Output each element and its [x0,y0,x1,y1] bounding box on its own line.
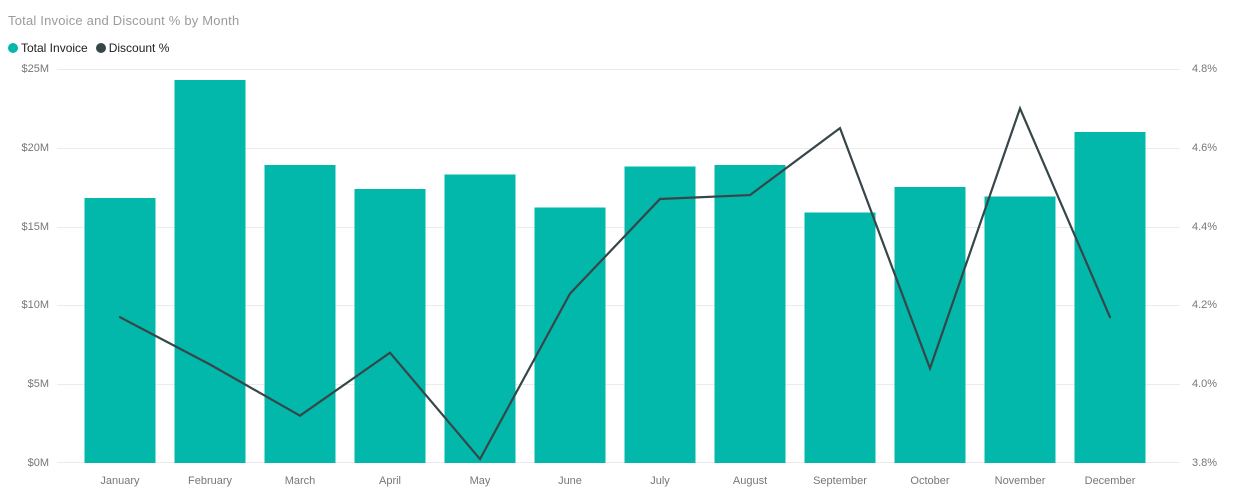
legend-dot-icon [8,42,18,53]
line-discount-pct[interactable] [118,105,1112,462]
bar-august[interactable] [714,165,786,463]
x-tick-october: October [910,475,950,487]
y-right-tick: 4.2% [1192,299,1218,311]
x-tick-july: July [650,475,670,487]
x-tick-january: January [100,475,140,487]
legend-item-discount-pct[interactable]: Discount % [95,40,170,55]
y-right-tick: 4.6% [1192,142,1218,154]
x-tick-march: March [284,475,316,487]
x-tick-november: November [994,475,1046,487]
y-left-tick: $20M [21,142,49,154]
y-left-tick: $25M [21,63,49,75]
bar-july[interactable] [624,166,696,463]
x-tick-september: September [813,475,867,487]
y-left-tick: $0M [27,457,49,469]
bar-june[interactable] [534,207,606,463]
x-tick-august: August [732,475,768,487]
x-tick-december: December [1084,475,1136,487]
x-tick-april: April [378,475,401,487]
legend-item-total-invoice[interactable]: Total Invoice [8,41,88,55]
x-tick-june: June [558,475,582,487]
legend-label: Total Invoice [21,40,88,55]
bar-february[interactable] [174,80,246,463]
y-right-tick: 4.8% [1192,63,1218,75]
bar-december[interactable] [1074,132,1146,463]
bar-september[interactable] [804,212,876,463]
bar-october[interactable] [894,187,966,463]
y-left-tick: $5M [27,378,49,390]
legend: Total Invoice Discount % [8,40,169,55]
y-left-tick: $10M [21,299,49,311]
x-tick-february: February [187,475,233,487]
bar-april[interactable] [354,188,426,463]
y-right-tick: 4.0% [1192,378,1218,390]
x-tick-may: May [469,475,491,487]
legend-dot-icon [95,42,106,53]
y-right-tick: 4.4% [1192,221,1218,233]
chart-title: Total Invoice and Discount % by Month [8,13,240,28]
y-right-tick: 3.8% [1192,457,1218,469]
plot-area [57,69,1180,463]
legend-label: Discount % [108,40,170,55]
y-left-tick: $15M [21,221,49,233]
bar-march[interactable] [264,165,336,463]
bar-november[interactable] [984,196,1056,463]
bar-may[interactable] [444,174,516,463]
